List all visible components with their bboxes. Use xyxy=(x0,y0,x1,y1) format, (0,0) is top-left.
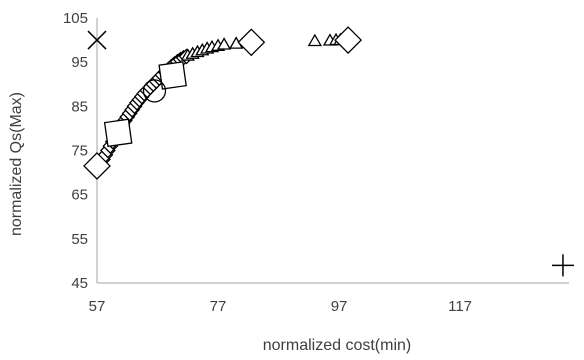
y-tick-label: 105 xyxy=(63,10,88,27)
y-axis-title: normalized Qs(Max) xyxy=(8,92,25,236)
triangle-point xyxy=(216,37,232,50)
triangle-point xyxy=(307,33,322,47)
y-tick-label: 45 xyxy=(71,275,88,292)
x-tick-label: 57 xyxy=(89,298,106,315)
diamond-point xyxy=(334,26,363,55)
x-tick-label: 77 xyxy=(210,298,227,315)
x-tick-label: 97 xyxy=(331,298,348,315)
diamond-point xyxy=(237,28,266,57)
y-tick-label: 85 xyxy=(71,98,88,115)
y-tick-label: 95 xyxy=(71,54,88,71)
y-tick-label: 65 xyxy=(71,187,88,204)
square-point xyxy=(158,61,187,90)
plus-point xyxy=(551,254,574,277)
axes xyxy=(96,18,569,284)
diamond-point xyxy=(83,152,111,180)
x-axis-title: normalized cost(min) xyxy=(263,337,411,354)
square-point xyxy=(103,118,133,148)
data-points xyxy=(83,26,574,277)
y-tick-label: 55 xyxy=(71,231,88,248)
tick-labels: 57 77 97 117 45 55 65 75 85 95 105 xyxy=(63,10,472,315)
cross-point xyxy=(87,30,107,50)
x-tick-label: 117 xyxy=(448,298,472,315)
y-tick-label: 75 xyxy=(71,143,88,160)
circle-point xyxy=(142,79,167,103)
